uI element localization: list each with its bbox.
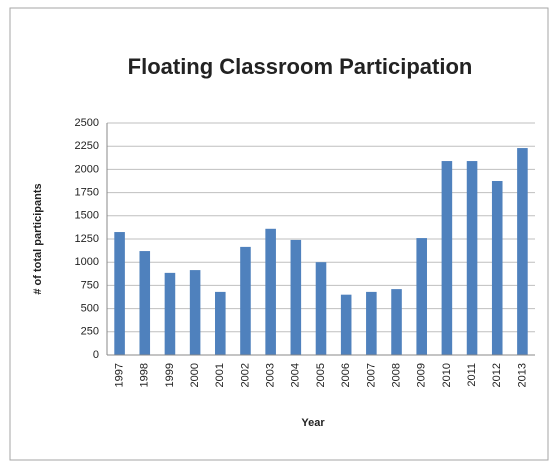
x-tick-label: 2008	[390, 363, 402, 387]
y-tick-label: 1000	[75, 256, 99, 268]
x-tick-label: 2012	[491, 363, 503, 387]
bar	[164, 272, 176, 355]
x-tick-label: 2002	[239, 363, 251, 387]
y-tick-label: 2000	[75, 163, 99, 175]
bar	[366, 291, 377, 355]
y-tick-label: 1250	[75, 233, 99, 245]
x-tick-label: 2000	[189, 363, 201, 387]
bar	[265, 228, 276, 355]
bar	[240, 246, 251, 355]
x-tick-label: 2006	[340, 363, 352, 387]
bar	[466, 161, 478, 355]
y-tick-label: 1500	[75, 210, 99, 222]
bar	[189, 270, 201, 355]
bar	[517, 148, 528, 355]
x-tick-label: 2004	[290, 363, 302, 387]
bar	[315, 262, 327, 355]
y-axis-label: # of total participants	[32, 183, 44, 294]
x-tick-label: 2011	[466, 363, 478, 387]
x-tick-label: 2010	[441, 363, 453, 387]
x-tick-label: 2013	[516, 363, 528, 387]
x-tick-label: 1999	[164, 363, 176, 387]
x-tick-label: 2007	[365, 363, 377, 387]
x-tick-label: 1997	[113, 363, 125, 387]
x-tick-label: 2003	[265, 363, 277, 387]
bar	[215, 291, 226, 355]
y-tick-label: 500	[81, 303, 99, 315]
bar	[340, 294, 352, 355]
x-tick-label: 1998	[139, 363, 151, 387]
bar	[114, 232, 125, 355]
y-tick-label: 0	[93, 349, 99, 361]
bar	[441, 161, 453, 355]
bar	[391, 289, 402, 355]
y-tick-label: 1750	[75, 187, 99, 199]
bar	[290, 239, 302, 355]
bar	[139, 251, 151, 355]
y-tick-label: 2500	[75, 117, 99, 129]
bar	[491, 181, 503, 355]
x-tick-label: 2001	[214, 363, 226, 387]
x-tick-label: 2009	[416, 363, 428, 387]
x-tick-label: 2005	[315, 363, 327, 387]
chart-title: Floating Classroom Participation	[128, 54, 473, 79]
y-tick-label: 750	[81, 279, 99, 291]
chart-border	[9, 7, 549, 461]
y-tick-label: 250	[81, 326, 99, 338]
bar	[416, 238, 427, 355]
y-tick-label: 2250	[75, 140, 99, 152]
x-axis-label: Year	[301, 417, 325, 429]
